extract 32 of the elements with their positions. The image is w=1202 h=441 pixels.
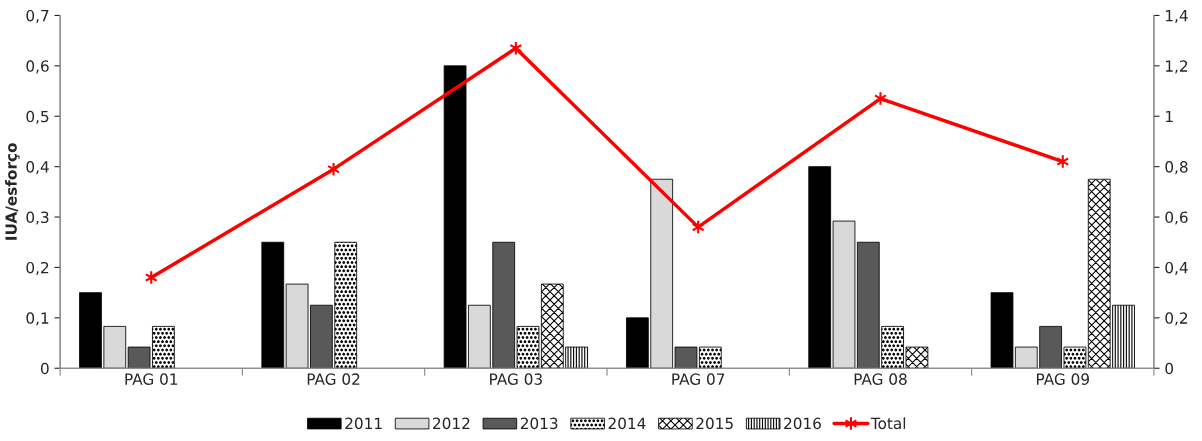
y2-tick-label: 0,8	[1165, 161, 1188, 175]
y-tick-label: 0,1	[26, 312, 49, 326]
y-tick-label: 0,3	[26, 211, 49, 225]
legend-label: 2015	[696, 417, 733, 430]
x-tick-label: PAG 01	[125, 373, 178, 385]
y2-tick-label: 0,6	[1165, 211, 1188, 225]
bar	[261, 241, 285, 369]
y2-tick-label: 1,4	[1166, 10, 1188, 24]
x-tick-label: PAG 03	[490, 373, 542, 385]
legend-label: 2012	[433, 417, 470, 430]
y-tick-label: 0,2	[26, 261, 49, 276]
point	[874, 91, 887, 106]
y-tick-label: 0	[40, 362, 49, 375]
y2-tick-label: 0	[1165, 362, 1174, 375]
y-tick-label: 0,7	[26, 9, 49, 24]
legend-label: Total	[870, 417, 906, 430]
y-tick-label: 0,4	[26, 161, 49, 175]
y-tick-label: 0,6	[26, 60, 49, 74]
x-tick-label: PAG 07	[672, 373, 725, 385]
legend-label: 2013	[520, 417, 558, 430]
y-axis-title: IUA/esforço	[5, 143, 20, 240]
legend-label: 2014	[608, 417, 646, 430]
y2-tick-label: 0,2	[1165, 312, 1188, 326]
x-tick-label: PAG 02	[307, 373, 360, 385]
y-tick-label: 0,5	[26, 110, 49, 124]
x-tick-label: PAG 09	[1036, 373, 1089, 385]
legend-label: 2011	[345, 417, 382, 430]
x-tick-label: PAG 08	[854, 373, 907, 385]
y2-tick-label: 0,4	[1165, 261, 1188, 276]
y2-tick-label: 1,2	[1166, 60, 1188, 74]
y2-tick-label: 1	[1166, 110, 1173, 123]
legend-label: 2016	[784, 417, 821, 430]
